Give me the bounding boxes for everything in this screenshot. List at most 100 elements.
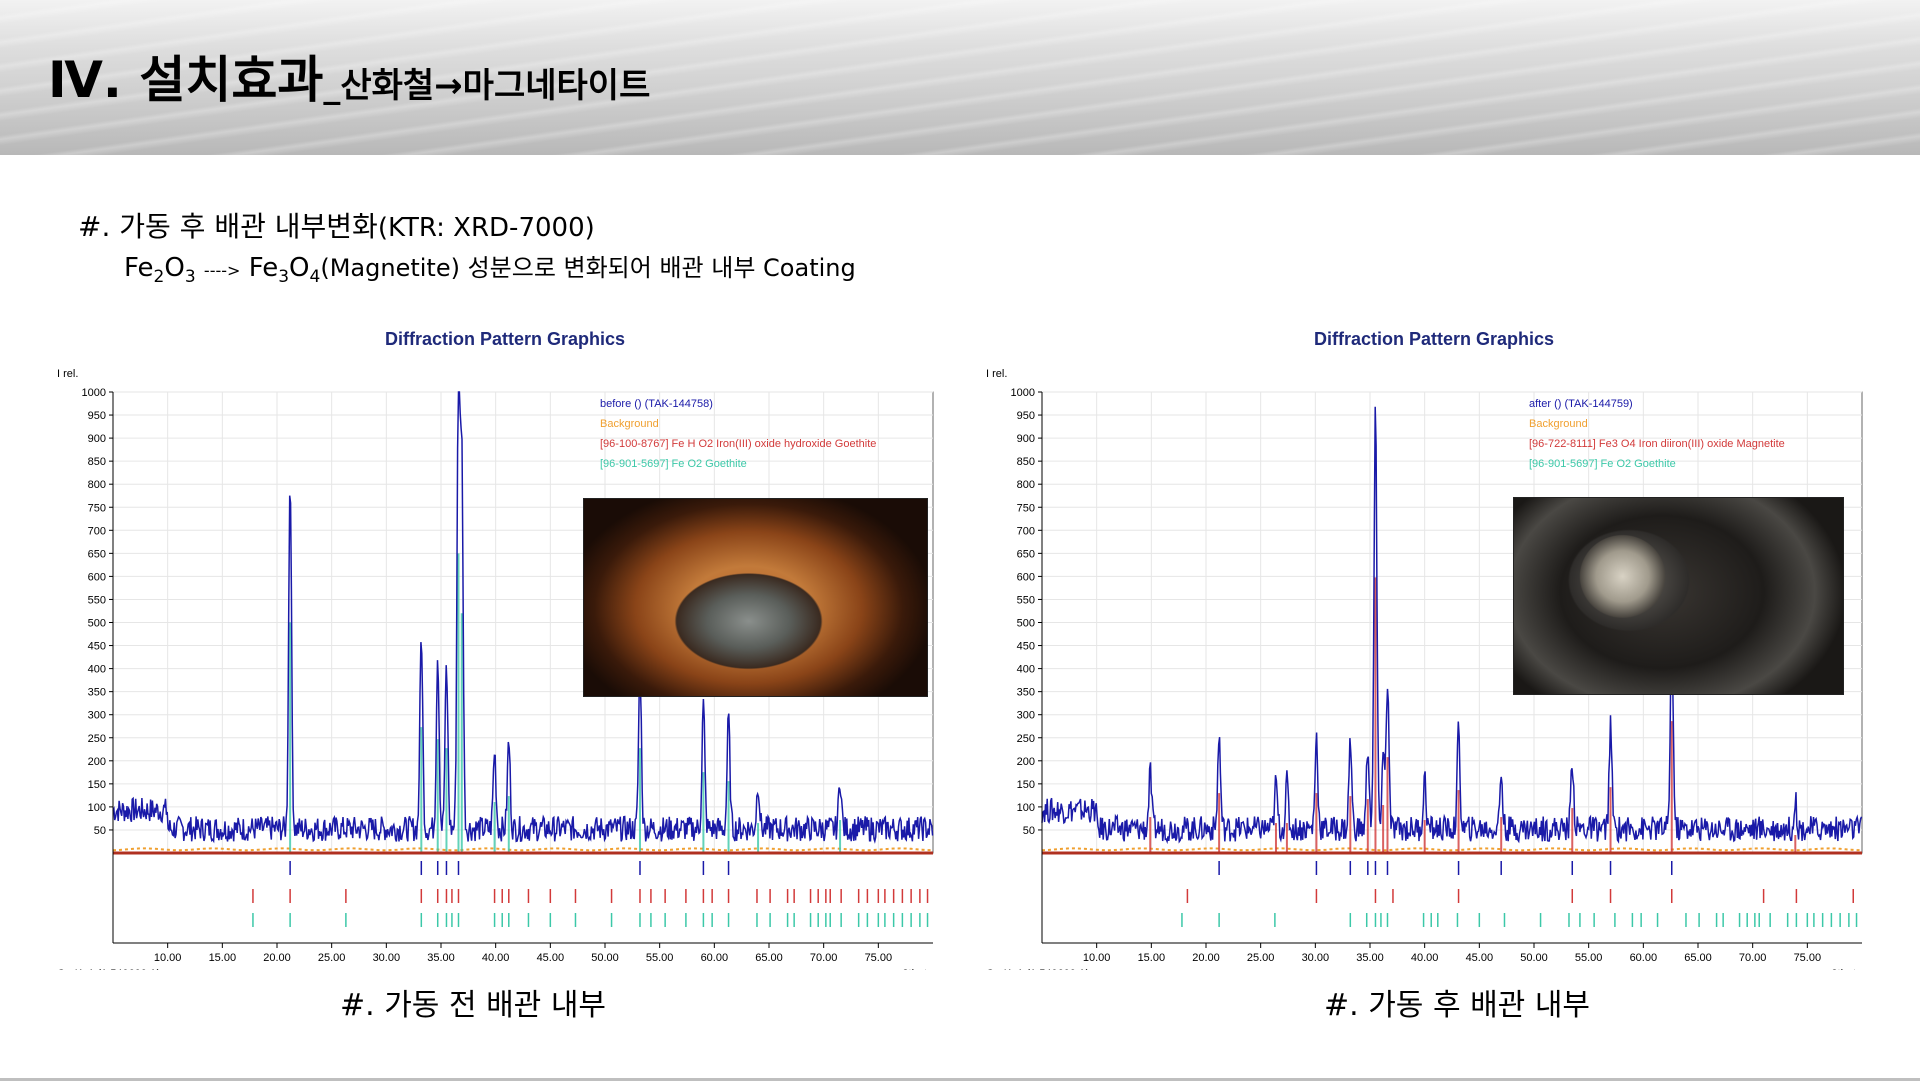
- x-tick-label: 55.00: [1575, 952, 1603, 964]
- y-tick-label: 350: [88, 687, 106, 699]
- y-axis-label: I rel.: [57, 368, 78, 380]
- y-tick-label: 550: [88, 594, 106, 606]
- x-axis-label: 2theta: [1831, 968, 1862, 970]
- y-tick-label: 1000: [82, 387, 106, 399]
- x-tick-label: 40.00: [482, 952, 510, 964]
- x-tick-label: 70.00: [810, 952, 838, 964]
- y-tick-label: 150: [88, 779, 106, 791]
- y-tick-label: 250: [1017, 733, 1035, 745]
- radiation-label: Cu-Ka1 (1.540600 A): [57, 968, 160, 970]
- y-tick-label: 200: [1017, 756, 1035, 768]
- x-tick-label: 60.00: [701, 952, 729, 964]
- y-tick-label: 500: [1017, 618, 1035, 630]
- x-tick-label: 15.00: [209, 952, 237, 964]
- chart-title: Diffraction Pattern Graphics: [1314, 329, 1554, 349]
- y-tick-label: 400: [88, 664, 106, 676]
- x-tick-label: 45.00: [1466, 952, 1494, 964]
- y-tick-label: 300: [88, 710, 106, 722]
- y-tick-label: 800: [88, 479, 106, 491]
- formula-o: O: [164, 253, 185, 283]
- x-tick-label: 25.00: [1247, 952, 1275, 964]
- x-tick-label: 75.00: [865, 952, 893, 964]
- y-tick-label: 700: [1017, 525, 1035, 537]
- y-tick-label: 600: [88, 571, 106, 583]
- series-measured-line: [112, 391, 934, 844]
- x-tick-label: 10.00: [1083, 952, 1111, 964]
- y-tick-label: 850: [88, 456, 106, 468]
- x-axis-label: 2theta: [902, 968, 933, 970]
- pipe-photo-after: [1513, 497, 1844, 695]
- y-tick-label: 850: [1017, 456, 1035, 468]
- title-main: Ⅳ. 설치효과: [48, 51, 324, 109]
- legend-entry: Background: [600, 418, 659, 430]
- x-tick-label: 45.00: [537, 952, 565, 964]
- chart-title: Diffraction Pattern Graphics: [385, 329, 625, 349]
- header-texture: [0, 0, 1920, 155]
- formula-o-b: O: [289, 253, 310, 283]
- y-tick-label: 1000: [1011, 387, 1035, 399]
- x-tick-label: 40.00: [1411, 952, 1439, 964]
- y-tick-label: 900: [88, 433, 106, 445]
- description-line1: #. 가동 후 배관 내부변화(KTR: XRD-7000): [78, 205, 595, 245]
- y-tick-label: 450: [88, 641, 106, 653]
- y-tick-label: 650: [1017, 548, 1035, 560]
- pipe-photo-before: [583, 498, 928, 697]
- x-tick-label: 30.00: [373, 952, 401, 964]
- title-sub: _산화철→마그네타이트: [323, 66, 651, 106]
- y-tick-label: 750: [1017, 502, 1035, 514]
- y-tick-label: 450: [1017, 641, 1035, 653]
- x-tick-label: 10.00: [154, 952, 182, 964]
- x-tick-label: 60.00: [1630, 952, 1658, 964]
- formula-fe: Fe: [124, 253, 154, 283]
- legend-entry: after () (TAK-144759): [1529, 398, 1633, 410]
- x-tick-label: 20.00: [263, 952, 291, 964]
- y-axis-label: I rel.: [986, 368, 1007, 380]
- y-tick-label: 900: [1017, 433, 1035, 445]
- description-line1-source: (KTR: XRD-7000): [377, 213, 595, 243]
- y-tick-label: 300: [1017, 710, 1035, 722]
- y-tick-label: 150: [1017, 779, 1035, 791]
- x-tick-label: 25.00: [318, 952, 346, 964]
- y-tick-label: 950: [88, 410, 106, 422]
- y-tick-label: 50: [94, 825, 106, 837]
- y-tick-label: 600: [1017, 571, 1035, 583]
- formula-sub-2: 2: [153, 267, 165, 288]
- y-tick-label: 50: [1023, 825, 1035, 837]
- y-tick-label: 750: [88, 502, 106, 514]
- page-title: Ⅳ. 설치효과_산화철→마그네타이트: [48, 40, 650, 112]
- y-tick-label: 700: [88, 525, 106, 537]
- series-measured-line: [1041, 406, 1863, 845]
- y-tick-label: 800: [1017, 479, 1035, 491]
- series-background-line: [1041, 847, 1863, 852]
- x-tick-label: 70.00: [1739, 952, 1767, 964]
- x-tick-label: 20.00: [1192, 952, 1220, 964]
- description-line2: Fe2O3 ----> Fe3O4(Magnetite) 성분으로 변화되어 배…: [124, 248, 856, 287]
- legend-entry: before () (TAK-144758): [600, 398, 713, 410]
- series-background-line: [112, 847, 934, 852]
- x-tick-label: 30.00: [1302, 952, 1330, 964]
- y-tick-label: 550: [1017, 594, 1035, 606]
- y-tick-label: 650: [88, 548, 106, 560]
- legend-entry: [96-722-8111] Fe3 O4 Iron diiron(III) ox…: [1529, 438, 1785, 450]
- legend-entry: [96-901-5697] Fe O2 Goethite: [1529, 458, 1676, 470]
- y-tick-label: 500: [88, 618, 106, 630]
- y-tick-label: 350: [1017, 687, 1035, 699]
- y-tick-label: 100: [88, 802, 106, 814]
- x-tick-label: 35.00: [1356, 952, 1384, 964]
- x-tick-label: 50.00: [591, 952, 619, 964]
- formula-fe-b: Fe: [248, 253, 279, 283]
- y-tick-label: 200: [88, 756, 106, 768]
- y-tick-label: 250: [88, 733, 106, 745]
- footer-divider: [0, 1078, 1920, 1081]
- caption-before: #. 가동 전 배관 내부: [340, 988, 607, 1023]
- formula-sub-3: 3: [184, 267, 196, 288]
- x-tick-label: 75.00: [1794, 952, 1822, 964]
- x-tick-label: 15.00: [1138, 952, 1166, 964]
- x-tick-label: 50.00: [1520, 952, 1548, 964]
- legend-entry: [96-901-5697] Fe O2 Goethite: [600, 458, 747, 470]
- formula-rest: (Magnetite) 성분으로 변화되어 배관 내부 Coating: [320, 254, 856, 282]
- x-tick-label: 65.00: [755, 952, 783, 964]
- description-line1-text: #. 가동 후 배관 내부변화: [78, 210, 378, 243]
- header-banner: [0, 0, 1920, 155]
- formula-sub-3b: 3: [278, 267, 290, 288]
